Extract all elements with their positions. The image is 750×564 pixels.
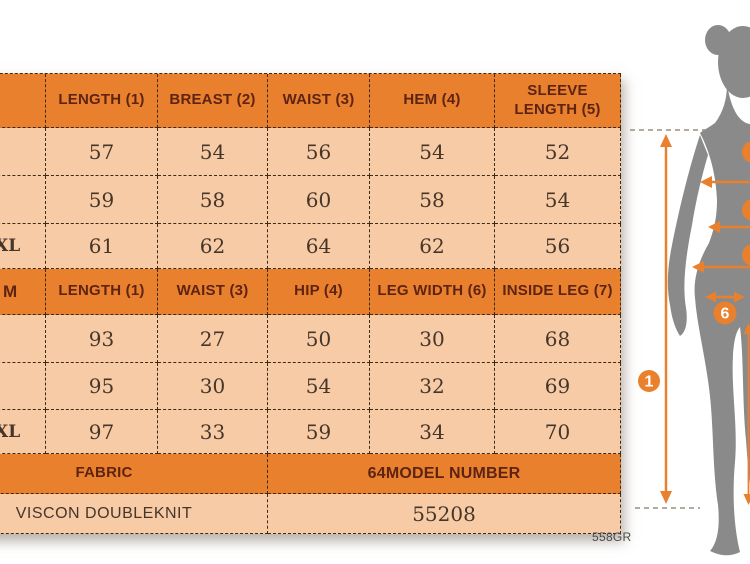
value-cell: 52 xyxy=(495,128,621,176)
badge-clipped-circle-3 xyxy=(742,199,750,221)
value-cell: 32 xyxy=(370,363,495,410)
value-cell: 93 xyxy=(46,315,158,363)
value-cell: 30 xyxy=(370,315,495,363)
value-cell: 62 xyxy=(370,224,495,269)
value-cell: 69 xyxy=(495,363,621,410)
badge-6-circle xyxy=(713,301,737,325)
header-cell-leg-width: LEG WIDTH (6) xyxy=(370,269,495,315)
header-cell-hip: HIP (4) xyxy=(268,269,370,315)
size-cell xyxy=(0,128,46,176)
value-cell: 30 xyxy=(158,363,268,410)
value-cell: 58 xyxy=(370,176,495,224)
size-cell xyxy=(0,176,46,224)
female-silhouette xyxy=(667,25,750,556)
size-header-label: M xyxy=(3,281,18,301)
head xyxy=(718,26,750,98)
badge-1-label: 1 xyxy=(645,374,654,391)
value-cell: 54 xyxy=(495,176,621,224)
size-chart-table: LENGTH (1) BREAST (2) WAIST (3) HEM (4) … xyxy=(0,73,621,534)
value-cell: 56 xyxy=(268,128,370,176)
code-558gr-text: 558GR xyxy=(592,530,632,544)
length-arrowhead-top xyxy=(660,134,672,147)
badge-clipped-circle-4 xyxy=(742,244,750,266)
value-cell: 50 xyxy=(268,315,370,363)
size-cell: XL xyxy=(0,410,46,454)
header-cell-waist2: WAIST (3) xyxy=(158,269,268,315)
inside-leg-arrowhead-top xyxy=(743,323,750,334)
value-cell: 62 xyxy=(158,224,268,269)
value-cell: 56 xyxy=(495,224,621,269)
size-cell: XL xyxy=(0,224,46,269)
value-cell: 33 xyxy=(158,410,268,454)
value-cell: 60 xyxy=(268,176,370,224)
value-cell: 59 xyxy=(268,410,370,454)
leg-width-arrowhead-left xyxy=(705,291,716,303)
header-cell-size xyxy=(0,74,46,128)
measurement-badges: 1 6 xyxy=(638,141,750,392)
size-cell xyxy=(0,315,46,363)
header-cell-length: LENGTH (1) xyxy=(46,74,158,128)
size-cell xyxy=(0,363,46,410)
size-label: XL xyxy=(0,236,21,256)
waist-arrowhead xyxy=(708,221,720,233)
hip-arrowhead xyxy=(692,261,704,273)
value-cell: 58 xyxy=(158,176,268,224)
header-cell-length2: LENGTH (1) xyxy=(46,269,158,315)
value-cell: 54 xyxy=(268,363,370,410)
value-cell: 97 xyxy=(46,410,158,454)
value-cell: 57 xyxy=(46,128,158,176)
measurement-arrows xyxy=(660,134,750,505)
badge-1-circle xyxy=(638,370,660,392)
model-number-header-cell: 64MODEL NUMBER xyxy=(268,454,621,494)
value-cell: 27 xyxy=(158,315,268,363)
value-cell: 64 xyxy=(268,224,370,269)
value-cell: 54 xyxy=(370,128,495,176)
value-cell: 95 xyxy=(46,363,158,410)
size-label: XL xyxy=(0,421,21,442)
header-cell-breast: BREAST (2) xyxy=(158,74,268,128)
header-cell-hem: HEM (4) xyxy=(370,74,495,128)
value-cell: 68 xyxy=(495,315,621,363)
fabric-value-cell: VISCON DOUBLEKNIT xyxy=(0,494,268,534)
value-cell: 34 xyxy=(370,410,495,454)
value-cell: 59 xyxy=(46,176,158,224)
guide-lines xyxy=(630,129,712,509)
arm xyxy=(667,135,708,336)
breast-arrowhead xyxy=(700,176,712,188)
length-arrowhead-bottom xyxy=(660,491,672,504)
value-cell: 54 xyxy=(158,128,268,176)
leg-width-arrowhead-right xyxy=(734,291,745,303)
header-cell-sleeve-length: SLEEVE LENGTH (5) xyxy=(495,74,621,128)
header-cell-waist: WAIST (3) xyxy=(268,74,370,128)
badge-clipped-circle-2 xyxy=(742,141,750,163)
value-cell: 61 xyxy=(46,224,158,269)
fabric-header-cell: FABRIC xyxy=(0,454,268,494)
value-cell: 70 xyxy=(495,410,621,454)
header-cell-bottom-size: M xyxy=(0,269,46,315)
header-cell-inside-leg: INSIDE LEG (7) xyxy=(495,269,621,315)
measurement-figure: 1 6 xyxy=(630,25,750,556)
inside-leg-arrowhead-bottom xyxy=(743,494,750,505)
badge-6-label: 6 xyxy=(721,306,730,323)
model-number-value-cell: 55208 xyxy=(268,494,621,534)
